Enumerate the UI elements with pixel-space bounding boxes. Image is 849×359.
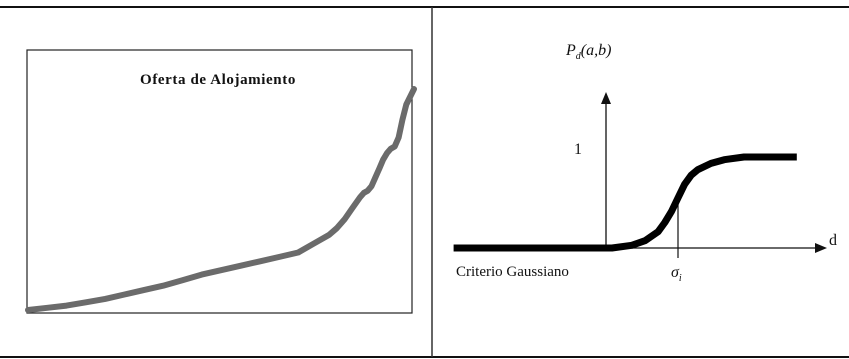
sigma-label-main: σ <box>671 264 680 281</box>
y-axis-label: Pd(a,b) <box>565 42 611 62</box>
left-chart-frame <box>26 49 413 314</box>
y-label-args: (a,b) <box>581 42 612 59</box>
x-axis-arrow-icon <box>815 243 827 253</box>
sigma-label-subscript: i <box>679 273 682 284</box>
right-chart-caption: Criterio Gaussiano <box>456 264 569 280</box>
sigma-label: σi <box>671 264 682 284</box>
accommodation-supply-curve <box>25 86 417 313</box>
y-label-main: P <box>565 42 576 59</box>
left-chart-title: Oferta de Alojamiento <box>140 72 296 88</box>
x-axis-label: d <box>829 232 837 249</box>
y-axis-arrow-icon <box>601 92 611 104</box>
y-label-subscript: d <box>576 51 582 62</box>
left-chart: Oferta de Alojamiento <box>25 49 417 314</box>
y-tick-label: 1 <box>574 141 582 158</box>
gaussian-criterion-curve <box>453 153 797 252</box>
right-chart: Pd(a,b) 1 d σi Criterio Gaussiano <box>453 42 837 284</box>
